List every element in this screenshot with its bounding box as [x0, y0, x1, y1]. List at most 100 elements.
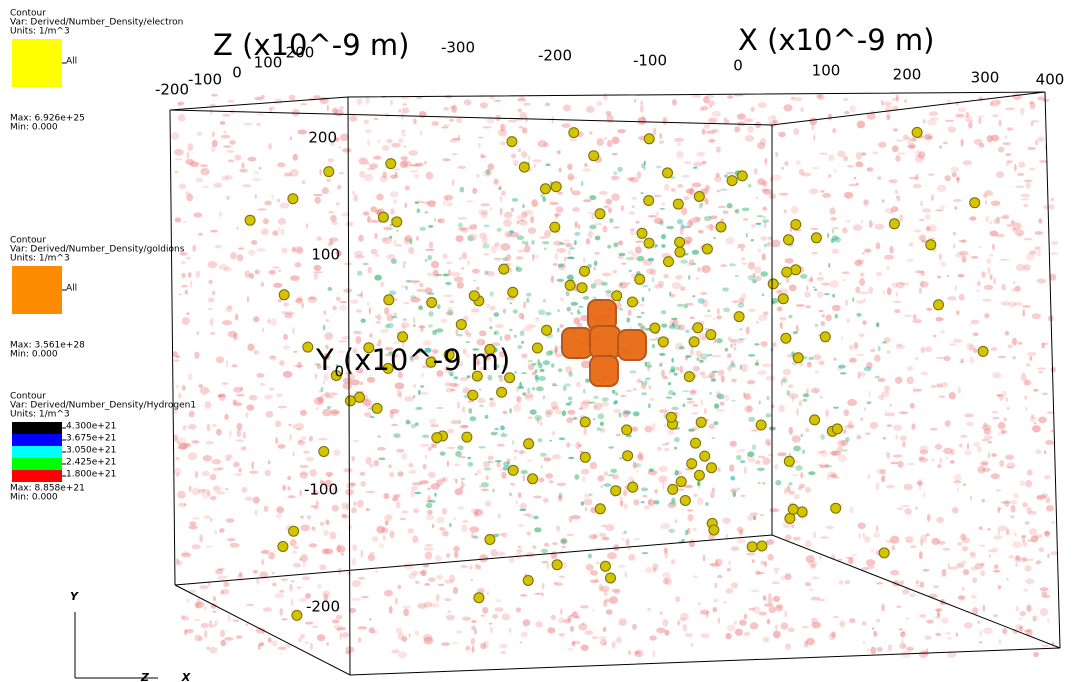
density-blob — [606, 115, 613, 123]
density-blob — [247, 296, 249, 302]
density-blob — [472, 188, 477, 194]
density-blob — [832, 230, 835, 234]
density-blob — [1050, 204, 1054, 210]
density-blob — [586, 564, 594, 571]
density-blob — [959, 443, 963, 447]
density-blob — [747, 380, 755, 384]
density-blob — [937, 613, 940, 617]
density-blob — [885, 410, 887, 417]
density-blob — [1020, 108, 1024, 115]
density-blob — [845, 437, 849, 442]
density-blob — [229, 430, 232, 437]
density-blob — [268, 637, 272, 642]
density-blob — [290, 539, 297, 546]
electron-sphere — [650, 323, 660, 333]
density-blob — [236, 394, 245, 397]
density-blob — [832, 294, 835, 298]
density-blob — [924, 635, 931, 640]
density-blob — [750, 429, 759, 431]
density-blob — [960, 361, 964, 364]
density-blob — [628, 310, 632, 316]
density-blob — [661, 244, 665, 247]
density-blob — [302, 576, 311, 580]
density-blob — [375, 570, 377, 572]
density-blob — [526, 324, 536, 328]
density-blob — [349, 115, 357, 121]
density-blob — [760, 271, 768, 277]
density-blob — [999, 508, 1002, 510]
density-blob — [498, 188, 502, 191]
density-blob — [752, 279, 757, 283]
density-blob — [253, 316, 259, 322]
density-blob — [283, 334, 288, 340]
density-blob — [198, 233, 203, 236]
density-blob — [860, 418, 863, 421]
density-blob — [219, 211, 222, 217]
density-blob — [361, 596, 369, 598]
density-blob — [512, 440, 514, 445]
density-blob — [188, 424, 196, 429]
density-blob — [621, 538, 624, 540]
density-blob — [300, 516, 304, 519]
density-blob — [644, 505, 650, 509]
density-blob — [268, 143, 272, 150]
density-blob — [844, 409, 850, 416]
density-blob — [993, 570, 1001, 573]
density-blob — [987, 528, 991, 530]
density-blob — [312, 626, 318, 629]
density-blob — [357, 294, 363, 297]
density-blob — [754, 168, 758, 174]
density-blob — [900, 580, 904, 585]
density-blob — [375, 321, 381, 323]
density-blob — [832, 249, 839, 255]
density-blob — [367, 377, 375, 383]
density-blob — [893, 454, 903, 457]
density-blob — [439, 527, 445, 531]
density-blob — [525, 117, 527, 122]
electron-sphere — [589, 151, 599, 161]
density-blob — [928, 173, 935, 176]
density-blob — [960, 534, 966, 541]
axis-title: Z (x10^-9 m) — [213, 28, 409, 62]
density-blob — [619, 308, 623, 310]
density-blob — [989, 554, 991, 557]
density-blob — [981, 499, 985, 503]
density-blob — [945, 420, 951, 426]
density-blob — [481, 211, 487, 218]
density-blob — [401, 453, 407, 460]
density-blob — [998, 585, 1002, 590]
density-blob — [675, 275, 683, 280]
density-blob — [962, 546, 969, 552]
electron-sphere — [727, 176, 737, 186]
density-blob — [827, 233, 829, 239]
density-blob — [826, 314, 832, 321]
density-blob — [1004, 417, 1007, 421]
density-blob — [908, 463, 915, 465]
density-blob — [472, 536, 478, 539]
density-blob — [659, 133, 662, 139]
density-blob — [967, 443, 969, 450]
density-blob — [702, 128, 706, 134]
density-blob — [1033, 389, 1038, 392]
density-blob — [982, 299, 992, 302]
density-blob — [837, 446, 843, 452]
density-blob — [900, 435, 907, 440]
density-blob — [225, 454, 232, 459]
density-blob — [919, 614, 926, 618]
density-blob — [233, 402, 242, 406]
density-blob — [303, 561, 306, 568]
density-blob — [728, 560, 730, 565]
density-blob — [730, 441, 737, 447]
density-blob — [351, 598, 361, 601]
density-blob — [915, 270, 924, 273]
density-blob — [281, 311, 287, 314]
density-blob — [1006, 224, 1014, 227]
density-blob — [747, 405, 751, 412]
density-blob — [374, 275, 382, 281]
z-tick-label: -100 — [188, 71, 222, 89]
density-blob — [395, 244, 403, 246]
density-blob — [806, 555, 815, 563]
density-blob — [637, 256, 645, 262]
density-blob — [526, 298, 529, 303]
density-blob — [636, 221, 640, 224]
